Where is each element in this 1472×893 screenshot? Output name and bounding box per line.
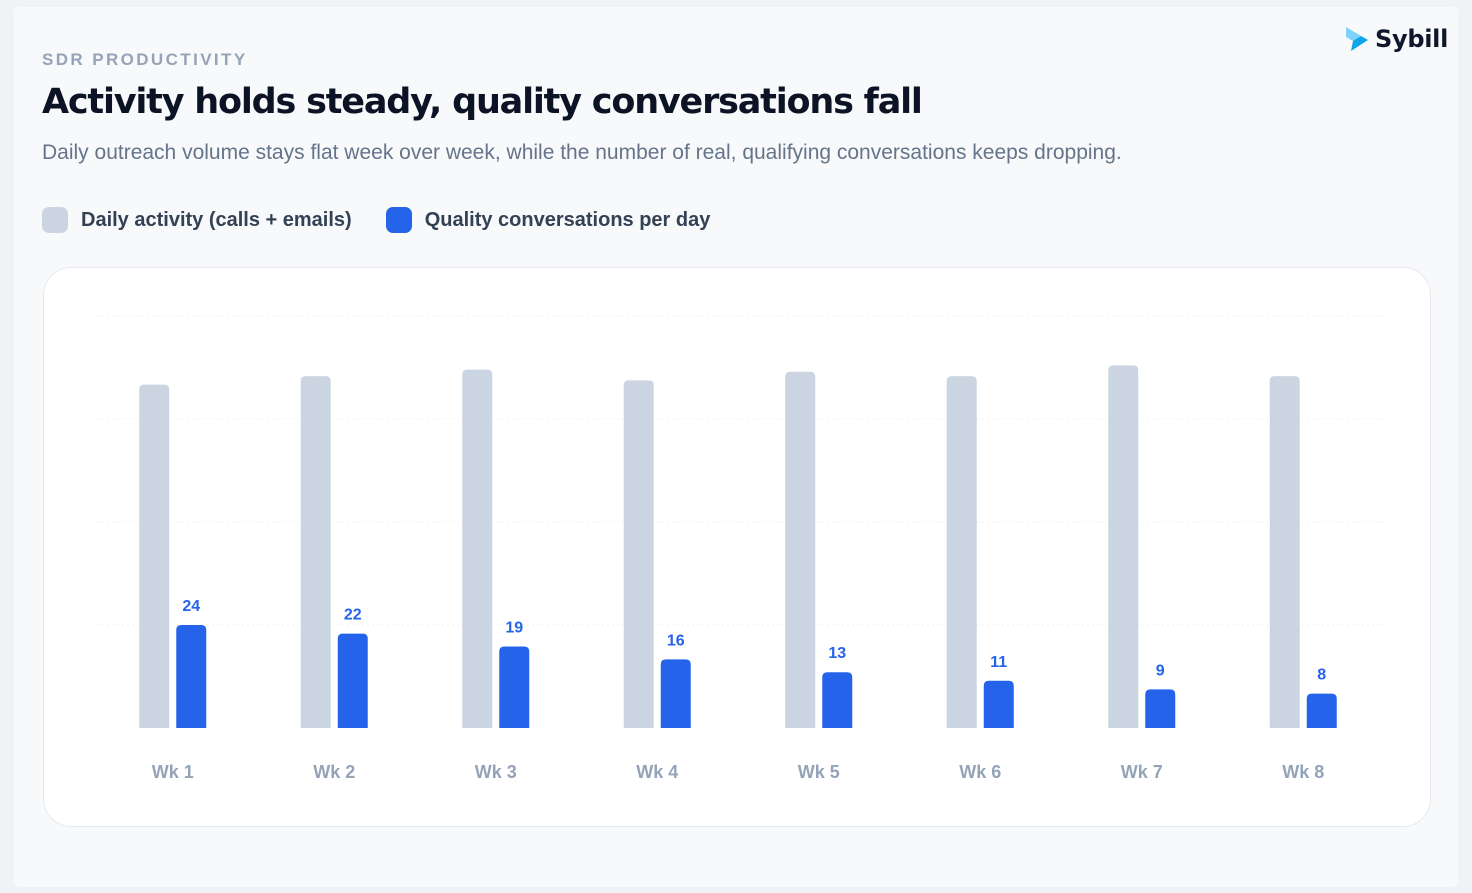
bar-quality-7	[1145, 689, 1176, 728]
bar-quality-5	[822, 672, 853, 728]
x-tick-label-4: Wk 4	[636, 762, 678, 782]
data-label-quality-2: 22	[344, 607, 362, 624]
sybill-logo-icon	[1346, 27, 1368, 51]
legend-label-quality: Quality conversations per day	[424, 208, 711, 231]
bar-quality-4	[660, 659, 691, 728]
legend-item-quality: Quality conversations per day	[385, 207, 711, 233]
bar-activity-3	[462, 369, 493, 728]
bar-chart: 24 Wk 1 22 Wk 2 19 Wk 3 16 Wk 4 13 Wk 5 11 Wk 6 9 Wk …	[92, 315, 1384, 782]
x-tick-label-2: Wk 2	[313, 762, 355, 782]
data-label-quality-6: 11	[990, 654, 1007, 671]
bar-activity-6	[946, 376, 977, 728]
bar-quality-6	[983, 680, 1014, 728]
data-label-quality-8: 8	[1317, 667, 1326, 684]
bar-activity-1	[139, 384, 170, 728]
x-tick-label-3: Wk 3	[475, 762, 517, 782]
brand-name: Sybill	[1375, 25, 1448, 53]
data-label-quality-3: 19	[505, 619, 523, 636]
chart-subtitle: Daily outreach volume stays flat week ov…	[42, 141, 1122, 164]
data-label-quality-7: 9	[1156, 662, 1165, 679]
data-label-quality-5: 13	[828, 645, 846, 662]
bar-quality-2	[337, 633, 368, 728]
x-tick-label-7: Wk 7	[1121, 762, 1163, 782]
legend-swatch-quality	[385, 207, 412, 233]
x-tick-label-1: Wk 1	[152, 762, 194, 782]
chart-title: Activity holds steady, quality conversat…	[42, 82, 923, 122]
bar-quality-8	[1306, 693, 1337, 728]
bar-activity-4	[623, 380, 654, 728]
section-eyebrow: SDR PRODUCTIVITY	[42, 50, 248, 69]
bar-activity-5	[785, 371, 816, 728]
bar-quality-3	[499, 646, 530, 728]
bar-quality-1	[176, 625, 207, 728]
chart-legend: Daily activity (calls + emails) Quality …	[42, 207, 710, 233]
bar-activity-2	[300, 376, 331, 728]
bar-activity-7	[1108, 365, 1139, 728]
bar-activity-8	[1269, 376, 1300, 728]
chart-panel: Sybill SDR PRODUCTIVITY Activity holds s…	[14, 7, 1458, 887]
x-tick-label-6: Wk 6	[959, 762, 1001, 782]
brand: Sybill	[1343, 25, 1448, 53]
x-tick-label-8: Wk 8	[1282, 762, 1324, 782]
legend-swatch-activity	[42, 207, 68, 233]
data-label-quality-1: 24	[182, 598, 200, 615]
x-tick-label-5: Wk 5	[798, 762, 840, 782]
data-label-quality-4: 16	[667, 632, 685, 649]
legend-item-activity: Daily activity (calls + emails)	[42, 207, 352, 233]
chart-card: 24 Wk 1 22 Wk 2 19 Wk 3 16 Wk 4 13 Wk 5 11 Wk 6 9 Wk …	[43, 267, 1431, 827]
legend-label-activity: Daily activity (calls + emails)	[81, 208, 352, 231]
